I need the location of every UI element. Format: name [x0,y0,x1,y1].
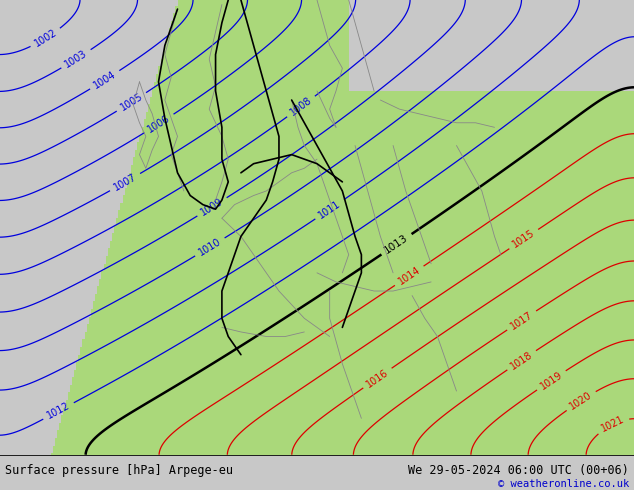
Text: 1018: 1018 [508,349,534,371]
Text: Surface pressure [hPa] Arpege-eu: Surface pressure [hPa] Arpege-eu [5,464,233,477]
Text: 1016: 1016 [365,367,391,389]
Text: 1019: 1019 [538,369,564,391]
Text: 1005: 1005 [119,91,145,113]
Text: 1002: 1002 [32,27,59,49]
Text: 1017: 1017 [508,310,534,331]
Text: 1015: 1015 [511,228,537,250]
Text: 1008: 1008 [288,95,314,118]
Text: 1013: 1013 [383,233,410,256]
Text: 1010: 1010 [197,236,223,258]
Text: 1021: 1021 [600,415,626,434]
Text: 1007: 1007 [112,172,138,193]
Text: 1011: 1011 [317,198,342,220]
Text: 1020: 1020 [568,390,594,412]
Text: 1009: 1009 [199,196,225,218]
Text: 1006: 1006 [146,113,172,134]
Text: 1003: 1003 [63,49,89,70]
Text: 1012: 1012 [45,401,72,421]
Text: 1014: 1014 [396,265,422,287]
Text: © weatheronline.co.uk: © weatheronline.co.uk [498,479,629,490]
Text: 1004: 1004 [92,69,118,91]
Text: We 29-05-2024 06:00 UTC (00+06): We 29-05-2024 06:00 UTC (00+06) [408,464,629,477]
